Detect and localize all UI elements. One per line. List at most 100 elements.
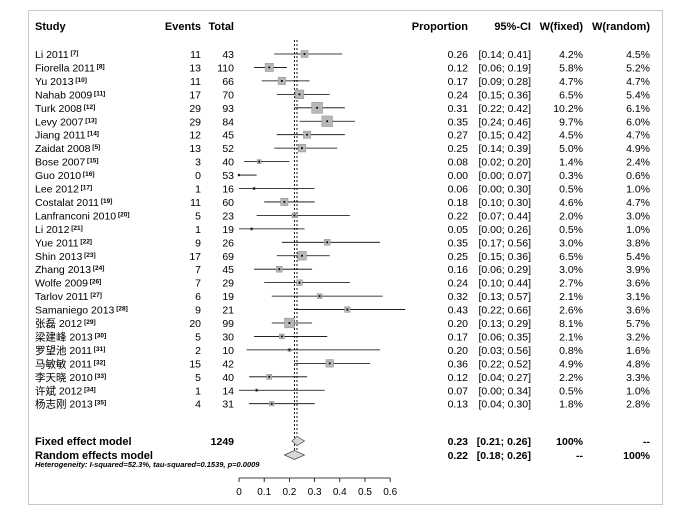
events-cell: 9 [195, 305, 201, 317]
wrandom-cell: 1.6% [626, 345, 650, 357]
wrandom-cell: 3.2% [626, 331, 650, 343]
proportion-cell: 0.24 [448, 278, 469, 290]
study-ref: [31] [92, 346, 105, 353]
events-cell: 1 [195, 224, 201, 236]
events-cell: 13 [189, 143, 201, 155]
events-cell: 5 [195, 210, 201, 222]
wfixed-cell: 0.8% [559, 345, 583, 357]
study-ref: [28] [114, 306, 127, 313]
total-cell: 52 [222, 143, 234, 155]
study-ref: [14] [86, 131, 99, 138]
wfixed-cell: 5.8% [559, 62, 583, 74]
study-label: 罗望池 2011 [31] [35, 344, 105, 357]
x-tick-label: 0.6 [383, 487, 397, 498]
study-name: 张磊 2012 [35, 318, 82, 330]
wrandom-cell: 6.1% [626, 103, 650, 115]
summary-ci: [0.18; 0.26] [477, 450, 531, 462]
wfixed-cell: 6.5% [559, 89, 583, 101]
study-label: Guo 2010 [16] [35, 170, 95, 182]
study-label: Wolfe 2009 [26] [35, 278, 101, 290]
proportion-cell: 0.26 [448, 49, 469, 61]
fixed-effect-diamond [291, 436, 306, 446]
header-total: Total [209, 21, 234, 33]
wfixed-cell: 6.5% [559, 251, 583, 263]
study-label: Tarlov 2011 [27] [35, 291, 102, 303]
study-name: Yue 2011 [35, 237, 79, 249]
wrandom-cell: 2.4% [626, 157, 650, 169]
wfixed-cell: 9.7% [559, 116, 583, 128]
events-cell: 6 [195, 291, 201, 303]
study-ref: [32] [92, 359, 105, 366]
point-estimate [298, 93, 301, 96]
study-label: Yue 2011 [22] [35, 237, 92, 249]
events-cell: 1 [195, 385, 201, 397]
ci-cell: [0.17; 0.56] [478, 237, 531, 249]
total-cell: 110 [217, 62, 234, 74]
x-tick-label: 0.3 [308, 487, 322, 498]
proportion-cell: 0.27 [448, 130, 469, 142]
header-proportion: Proportion [412, 21, 468, 33]
proportion-cell: 0.25 [448, 143, 469, 155]
summary-total: 1249 [211, 436, 235, 448]
study-ref: [8] [95, 63, 105, 70]
wrandom-cell: 6.0% [626, 116, 650, 128]
proportion-cell: 0.32 [448, 291, 469, 303]
proportion-cell: 0.13 [448, 399, 469, 411]
study-ref: [5] [90, 144, 100, 151]
study-ref: [23] [82, 252, 95, 259]
point-estimate [253, 187, 256, 190]
study-name: Yu 2013 [35, 76, 74, 88]
header-wrandom: W(random) [592, 21, 650, 33]
heterogeneity-note: Heterogeneity: I-squared=52.3%, tau-squa… [35, 460, 260, 469]
study-name: Lanfranconi 2010 [35, 210, 116, 222]
study-name: Nahab 2009 [35, 89, 92, 101]
events-cell: 11 [190, 49, 201, 61]
x-tick-label: 0.5 [358, 487, 372, 498]
point-estimate [303, 53, 306, 55]
wfixed-cell: 2.2% [559, 372, 583, 384]
study-label: Jiang 2011 [14] [35, 130, 99, 142]
total-cell: 19 [222, 291, 234, 303]
study-ref: [13] [83, 117, 96, 124]
study-ref: [7] [69, 50, 79, 57]
events-cell: 3 [195, 157, 201, 169]
ci-cell: [0.09; 0.28] [478, 76, 531, 88]
study-ref: [19] [99, 198, 112, 205]
ci-cell: [0.00; 0.26] [478, 224, 531, 236]
events-cell: 15 [189, 358, 201, 370]
header-ci: 95%-CI [494, 21, 531, 33]
wrandom-cell: 4.7% [626, 76, 650, 88]
proportion-cell: 0.25 [448, 251, 469, 263]
total-cell: 99 [222, 318, 234, 330]
study-name: Tarlov 2011 [35, 291, 89, 303]
study-ref: [16] [81, 171, 94, 178]
point-estimate [316, 106, 319, 109]
total-cell: 29 [222, 278, 234, 290]
events-cell: 5 [195, 331, 201, 343]
wrandom-cell: 1.0% [626, 224, 650, 236]
study-label: Zaidat 2008 [5] [35, 143, 100, 155]
events-cell: 0 [195, 170, 201, 182]
point-estimate [318, 295, 321, 297]
total-cell: 21 [222, 305, 234, 317]
total-cell: 93 [222, 103, 234, 115]
wfixed-cell: 4.9% [559, 358, 583, 370]
ci-cell: [0.14; 0.41] [478, 49, 531, 61]
point-estimate [298, 281, 301, 284]
total-cell: 19 [222, 224, 234, 236]
events-cell: 13 [189, 62, 201, 74]
wfixed-cell: 8.1% [559, 318, 583, 330]
summary-proportion: 0.23 [448, 436, 469, 448]
study-name: 杨志刚 2013 [35, 398, 93, 411]
point-estimate [280, 335, 283, 338]
ci-cell: [0.00; 0.07] [478, 170, 531, 182]
study-name: Shin 2013 [35, 251, 82, 263]
x-tick-label: 0.2 [282, 487, 296, 498]
ci-cell: [0.00; 0.34] [478, 385, 531, 397]
wrandom-cell: 5.7% [626, 318, 650, 330]
point-estimate [326, 241, 329, 244]
study-ref: [11] [92, 90, 105, 97]
total-cell: 84 [222, 116, 234, 128]
point-estimate [306, 133, 308, 136]
study-ref: [33] [93, 373, 106, 380]
